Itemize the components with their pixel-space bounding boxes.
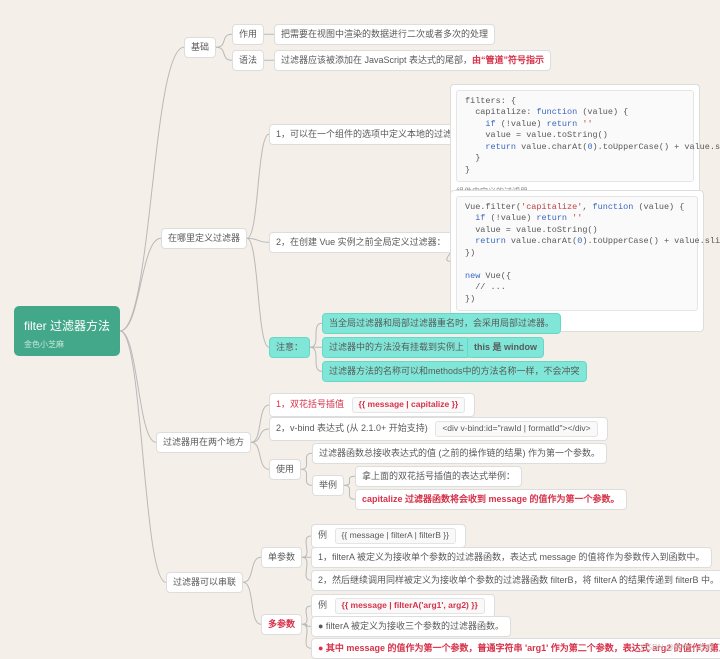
node-chain-multi: 多参数 [261, 614, 302, 635]
node-note-2b: this 是 window [467, 337, 544, 358]
root-subtitle: 金色小芝麻 [24, 339, 110, 350]
root-title: filter 过滤器方法 [24, 318, 110, 335]
node-syntax-label: 语法 [232, 50, 264, 71]
node-usage: 过滤器用在两个地方 [156, 432, 251, 453]
codebox-component-filter: filters: { capitalize: function (value) … [450, 84, 700, 203]
root-node: filter 过滤器方法 金色小芝麻 [14, 306, 120, 356]
node-usage-example: 举例 [312, 475, 344, 496]
node-note-1: 当全局过滤器和局部过滤器重名时，会采用局部过滤器。 [322, 313, 561, 334]
node-usage-example-2: capitalize 过滤器函数将会收到 message 的值作为第一个参数。 [355, 489, 627, 510]
watermark: CSDN @金色小芝麻 [641, 642, 714, 653]
node-chain-multi-1: ● filterA 被定义为接收三个参数的过滤器函数。 [311, 616, 511, 637]
node-usage-use-text: 过滤器函数总接收表达式的值 (之前的操作链的结果) 作为第一个参数。 [312, 443, 607, 464]
node-usage-use: 使用 [269, 459, 301, 480]
code2: Vue.filter('capitalize', function (value… [456, 196, 698, 311]
node-define: 在哪里定义过滤器 [161, 228, 247, 249]
node-chain-single-eg: 例 {{ message | filterA | filterB }} [311, 524, 466, 548]
node-chain-single: 单参数 [261, 547, 302, 568]
node-purpose-text: 把需要在视图中渲染的数据进行二次或者多次的处理 [274, 24, 495, 45]
node-note-2a: 过滤器中的方法没有挂载到实例上 [322, 337, 471, 358]
codebox-global-filter: Vue.filter('capitalize', function (value… [450, 190, 704, 332]
node-define-opt1: 1，可以在一个组件的选项中定义本地的过滤器 [269, 124, 468, 145]
node-chain: 过滤器可以串联 [166, 572, 243, 593]
node-usage-1: 1，双花括号插值 {{ message | capitalize }} [269, 393, 475, 417]
node-chain-multi-eg: 例 {{ message | filterA('arg1', arg2) }} [311, 594, 495, 618]
node-chain-single-2: 2，然后继续调用同样被定义为接收单个参数的过滤器函数 filterB，将 fil… [311, 570, 720, 591]
node-basics: 基础 [184, 37, 216, 58]
code1: filters: { capitalize: function (value) … [456, 90, 694, 182]
node-note-3: 过滤器方法的名称可以和methods中的方法名称一样，不会冲突 [322, 361, 587, 382]
node-usage-2: 2，v-bind 表达式 (从 2.1.0+ 开始支持) <div v-bind… [269, 417, 608, 441]
node-syntax-text: 过滤器应该被添加在 JavaScript 表达式的尾部，由“管道”符号指示 [274, 50, 551, 71]
node-chain-single-1: 1，filterA 被定义为接收单个参数的过滤器函数，表达式 message 的… [311, 547, 712, 568]
node-define-opt2: 2，在创建 Vue 实例之前全局定义过滤器： [269, 232, 453, 253]
node-usage-example-1: 拿上面的双花括号插值的表达式举例： [355, 466, 522, 487]
node-note: 注意： [269, 337, 310, 358]
node-purpose-label: 作用 [232, 24, 264, 45]
label-basics: 基础 [191, 42, 209, 52]
